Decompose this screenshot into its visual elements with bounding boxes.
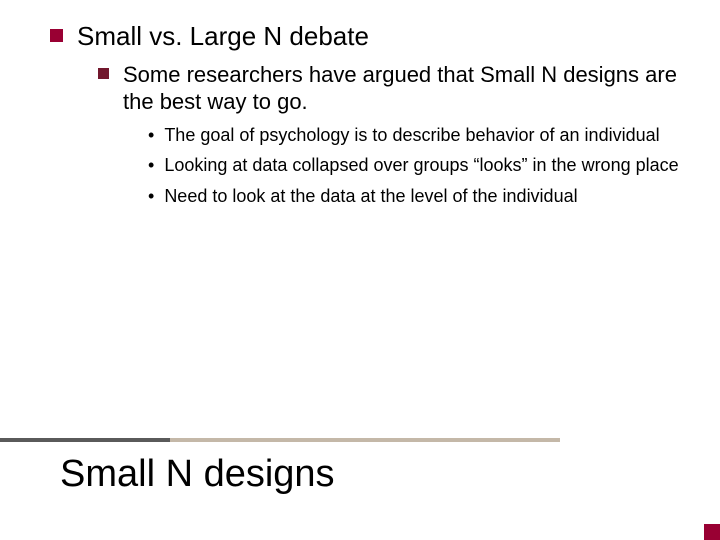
slide-content: Small vs. Large N debate Some researcher… [40,20,680,207]
l2-text: Some researchers have argued that Small … [123,61,680,116]
list-item-l3: • Looking at data collapsed over groups … [148,154,680,177]
corner-accent-icon [704,524,720,540]
l3c-text: Need to look at the data at the level of… [164,185,577,208]
title-underline [0,438,560,442]
dot-bullet-icon: • [148,185,154,208]
underline-dark-segment [0,438,170,442]
list-item-l3: • The goal of psychology is to describe … [148,124,680,147]
list-item-l2: Some researchers have argued that Small … [98,61,680,116]
title-area: Small N designs [60,453,335,496]
dot-bullet-icon: • [148,154,154,177]
list-item-l1: Small vs. Large N debate [50,20,680,53]
square-bullet-icon [50,29,63,42]
square-bullet-icon [98,68,109,79]
slide: Small vs. Large N debate Some researcher… [0,0,720,540]
slide-title: Small N designs [60,453,335,496]
list-item-l3: • Need to look at the data at the level … [148,185,680,208]
l3a-text: The goal of psychology is to describe be… [164,124,659,147]
l3b-text: Looking at data collapsed over groups “l… [164,154,678,177]
l1-text: Small vs. Large N debate [77,20,369,53]
dot-bullet-icon: • [148,124,154,147]
underline-light-segment [170,438,560,442]
